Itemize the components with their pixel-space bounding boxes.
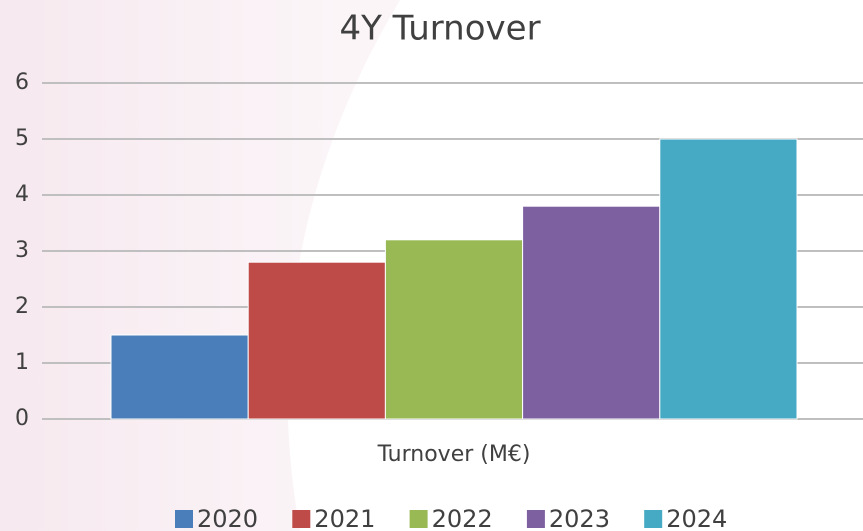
legend-label: 2023 xyxy=(549,505,610,531)
legend-swatch xyxy=(175,510,193,528)
y-tick-label: 5 xyxy=(15,126,29,151)
legend-swatch xyxy=(644,510,663,528)
legend-swatch xyxy=(292,510,311,528)
legend-swatch xyxy=(526,510,545,528)
bar xyxy=(522,205,661,420)
bar xyxy=(247,261,386,420)
legend-label: 2024 xyxy=(666,505,727,531)
y-tick-label: 1 xyxy=(15,350,29,375)
y-tick-label: 2 xyxy=(15,294,29,319)
bar xyxy=(384,239,524,420)
y-tick-label: 4 xyxy=(15,182,29,207)
legend-label: 2020 xyxy=(197,505,258,531)
y-tick-label: 3 xyxy=(15,238,29,263)
y-tick-label: 0 xyxy=(15,406,29,431)
legend-label: 2022 xyxy=(432,505,493,531)
bar xyxy=(110,334,249,420)
legend-swatch xyxy=(409,510,428,528)
legend-label: 2021 xyxy=(314,505,375,531)
bar xyxy=(659,138,798,420)
x-tick-label: Turnover (M€) xyxy=(377,442,531,467)
chart-title: 4Y Turnover xyxy=(339,9,540,49)
y-tick-label: 6 xyxy=(15,70,29,95)
